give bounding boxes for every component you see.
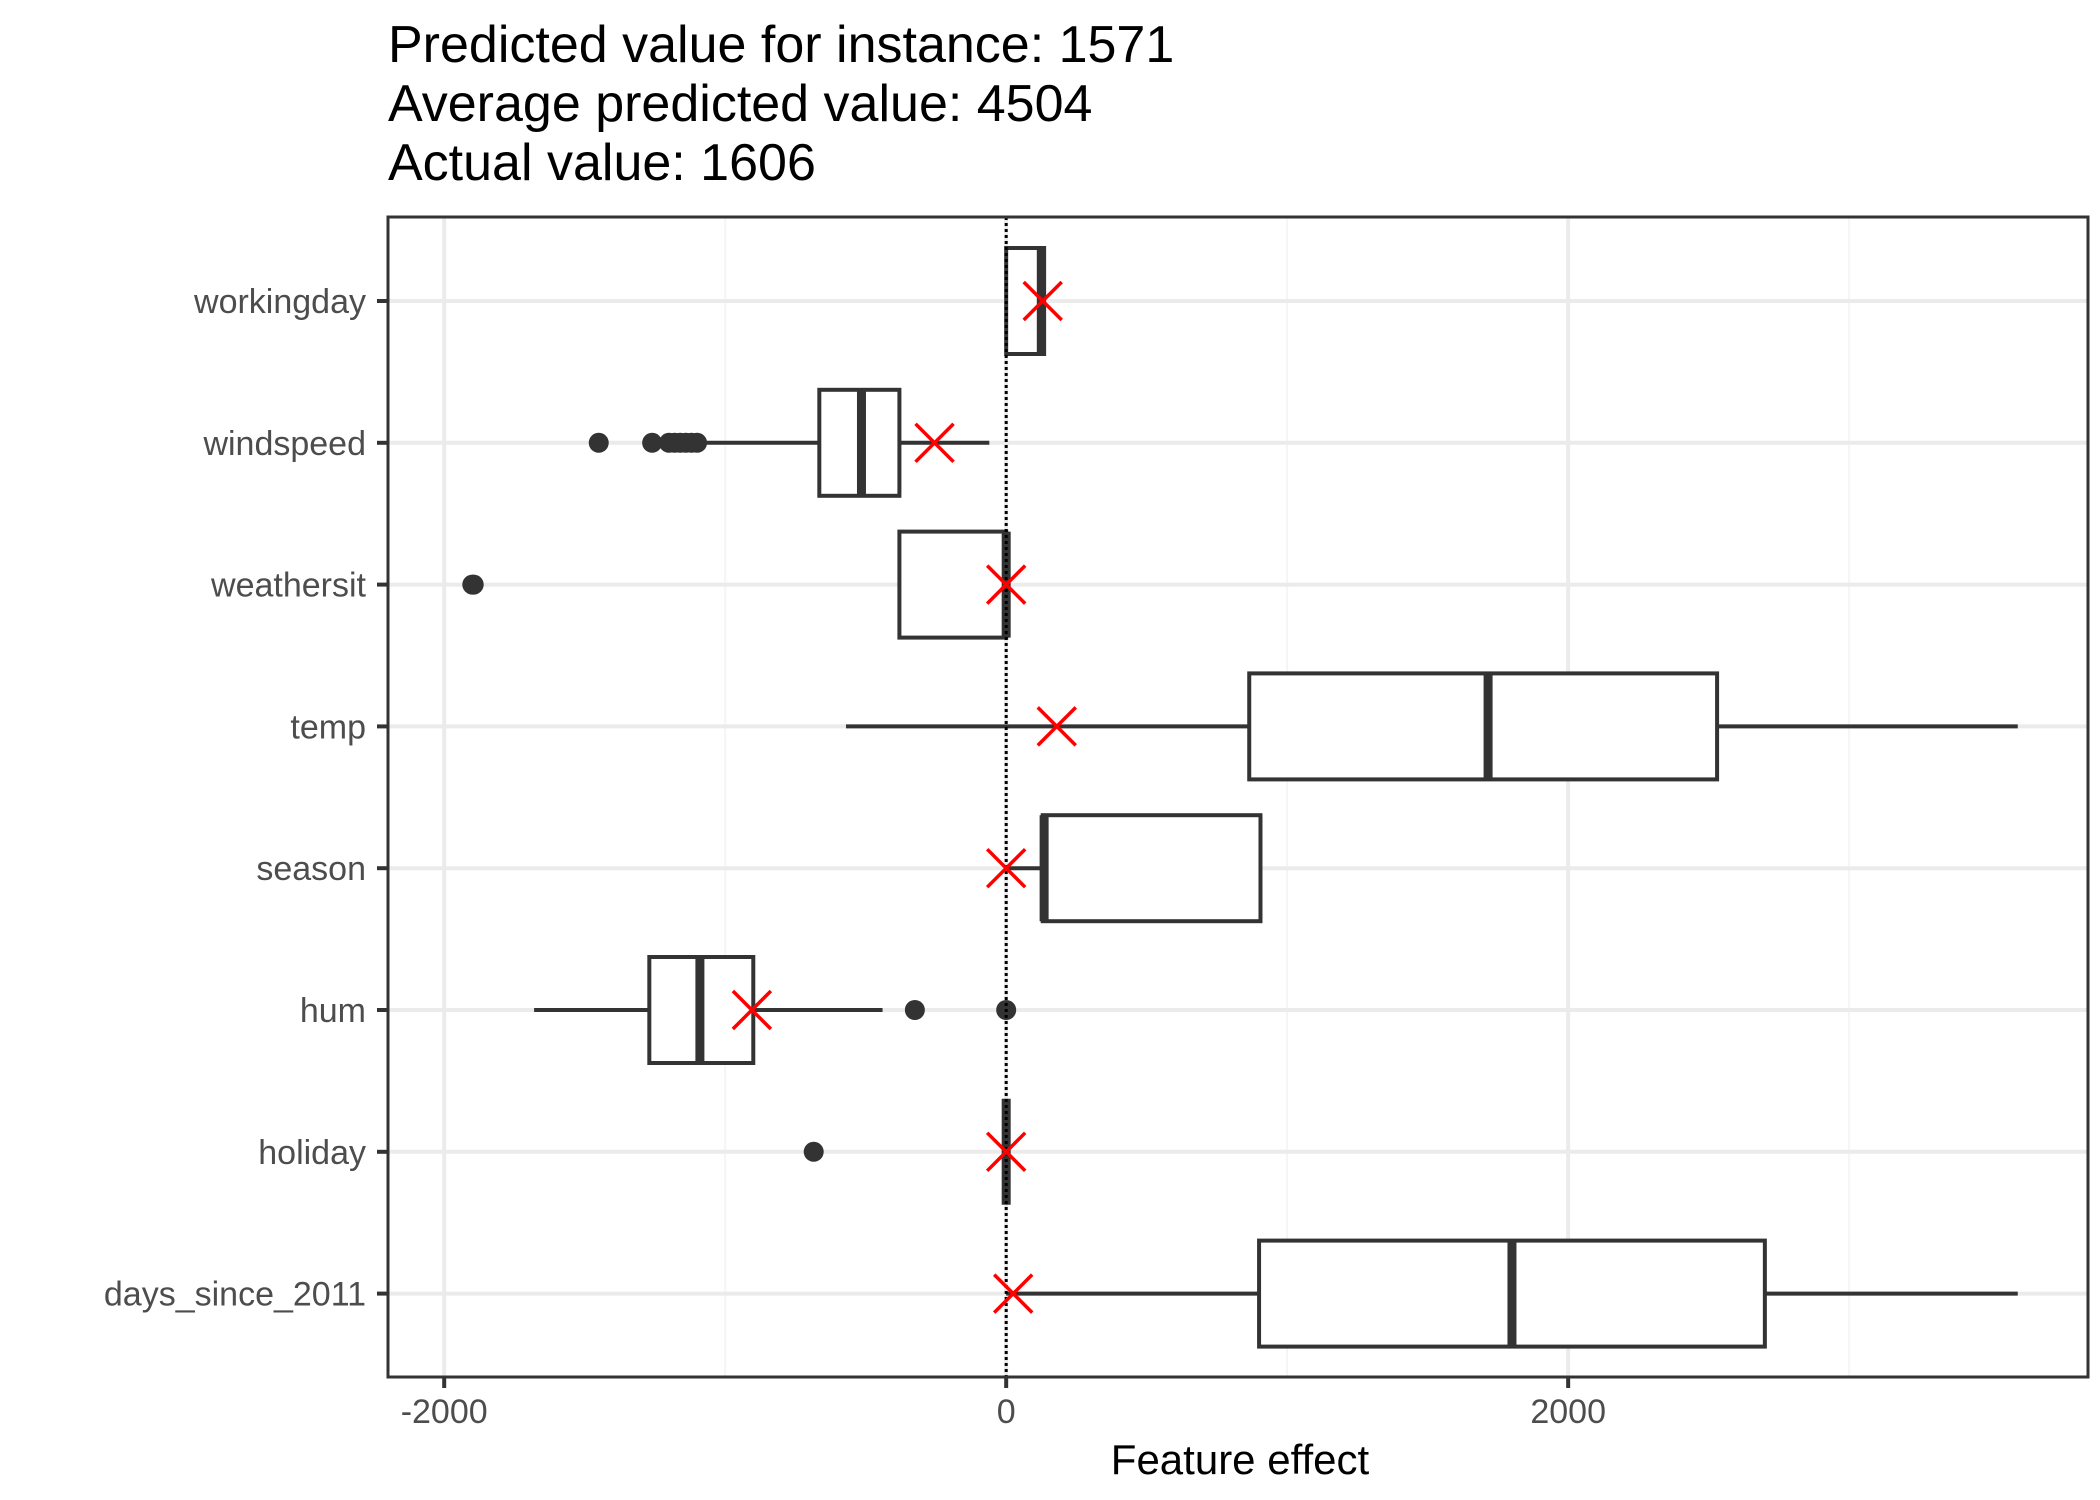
instance-marker-stroke-b-hum: [731, 989, 773, 1031]
instance-marker-windspeed: [914, 422, 955, 464]
instance-marker-stroke-b-holiday: [985, 1131, 1027, 1173]
title-line-predicted: Predicted value for instance: 1571: [388, 16, 1174, 74]
instance-marker-layer: [731, 280, 1077, 1314]
instance-marker-hum: [731, 989, 773, 1031]
outlier-holiday-0: [803, 1141, 824, 1162]
chart-title: Predicted value for instance: 1571 Avera…: [388, 16, 1174, 192]
title-line-average: Average predicted value: 4504: [388, 75, 1092, 133]
box-weathersit: [897, 529, 1009, 640]
y-tick-label-holiday: holiday: [258, 1134, 366, 1172]
x-tick-label--2000: -2000: [401, 1393, 488, 1431]
y-tick-label-days_since_2011: days_since_2011: [104, 1276, 366, 1314]
boxplot-layer: [462, 246, 2018, 1349]
x-tick-label-0: 0: [997, 1393, 1016, 1431]
y-tick-label-hum: hum: [300, 992, 366, 1030]
outlier-hum-0: [904, 1000, 925, 1020]
instance-marker-workingday: [1022, 280, 1063, 322]
panel-border-rect: [386, 215, 2090, 1379]
panel-border: [386, 215, 2090, 1379]
instance-marker-stroke-b-windspeed: [914, 422, 955, 464]
boxplot-temp: [846, 671, 2018, 782]
title-line-actual: Actual value: 1606: [388, 134, 816, 192]
outlier-windspeed-1: [642, 432, 663, 453]
boxplot-workingday: [1004, 246, 1047, 356]
y-axis: workingday windspeed weathersit temp season h…: [104, 283, 388, 1314]
instance-marker-stroke-b-workingday: [1022, 280, 1063, 322]
panel-background: [388, 217, 2088, 1377]
plot-panel: [388, 217, 2088, 1377]
boxplot-hum: [534, 955, 1017, 1065]
x-axis: -2000 0 2000: [401, 1377, 1606, 1431]
instance-marker-stroke-b-season: [985, 847, 1027, 889]
boxplot-season: [1006, 813, 1263, 924]
boxplot-days_since_2011: [1006, 1238, 2018, 1349]
outlier-windspeed-0: [588, 432, 609, 453]
outlier-windspeed-7: [687, 432, 708, 453]
x-axis-title: Feature effect: [1111, 1436, 1370, 1483]
y-tick-label-season: season: [256, 850, 366, 888]
instance-marker-days_since_2011: [992, 1273, 1034, 1314]
y-tick-label-weathersit: weathersit: [210, 567, 367, 605]
outlier-weathersit-1: [463, 574, 484, 595]
instance-marker-stroke-b-days_since_2011: [992, 1273, 1034, 1314]
x-tick-label-2000: 2000: [1530, 1393, 1606, 1431]
y-tick-label-workingday: workingday: [193, 283, 366, 321]
instance-marker-stroke-b-temp: [1036, 706, 1077, 747]
y-tick-label-windspeed: windspeed: [202, 425, 366, 463]
instance-marker-weathersit: [985, 564, 1027, 605]
boxplot-windspeed: [588, 387, 990, 498]
instance-marker-stroke-b-weathersit: [985, 564, 1027, 605]
instance-marker-temp: [1036, 706, 1077, 747]
box-season: [1040, 813, 1263, 924]
box-temp: [1247, 671, 1720, 782]
instance-marker-season: [985, 847, 1027, 889]
instance-marker-holiday: [985, 1131, 1027, 1173]
y-tick-label-temp: temp: [290, 708, 366, 746]
